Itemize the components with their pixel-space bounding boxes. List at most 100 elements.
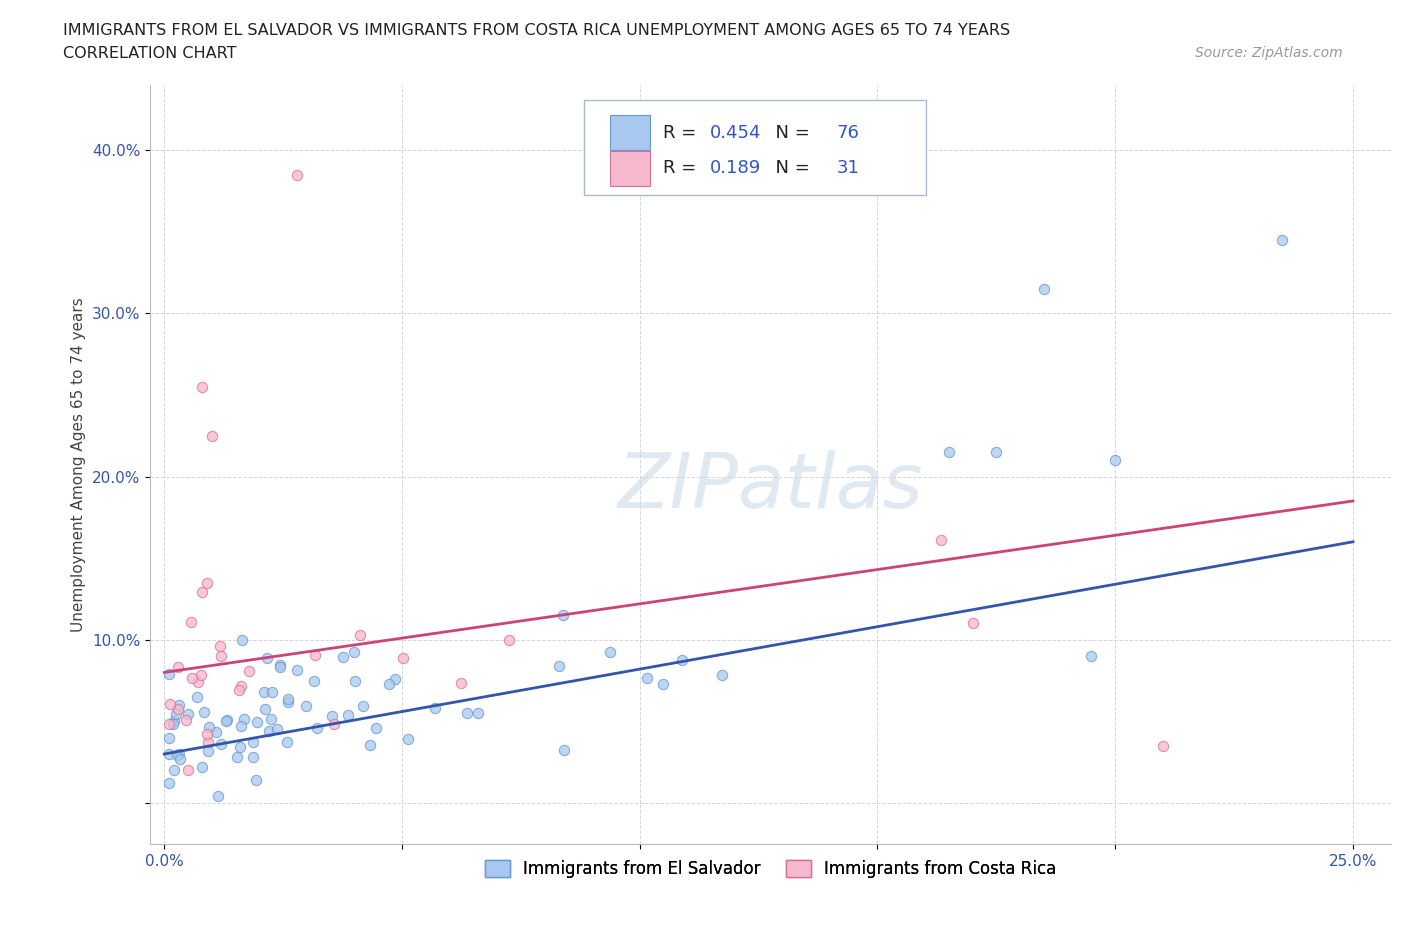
Point [205, 725, 228, 740]
Point [1032, 282, 1054, 297]
Point [305, 720, 328, 735]
Point [228, 683, 250, 698]
Point [191, 759, 214, 774]
Text: N =: N = [765, 124, 815, 141]
Point [321, 709, 343, 724]
Point [962, 616, 984, 631]
Point [257, 724, 280, 738]
Point [167, 660, 190, 675]
Point [238, 663, 260, 678]
Point [253, 701, 276, 716]
Point [260, 711, 283, 726]
Point [159, 697, 181, 711]
Point [929, 533, 952, 548]
Point [215, 713, 238, 728]
Point [195, 575, 218, 590]
Point [167, 702, 190, 717]
Point [165, 707, 187, 722]
Point [359, 737, 381, 752]
Point [177, 707, 200, 722]
Point [191, 585, 214, 600]
Point [456, 706, 478, 721]
Point [986, 445, 1008, 459]
Point [547, 658, 569, 673]
Point [231, 719, 253, 734]
Point [337, 708, 360, 723]
Point [277, 691, 299, 706]
Point [256, 651, 278, 666]
Point [242, 735, 264, 750]
Point [652, 677, 675, 692]
Point [157, 717, 180, 732]
Point [245, 773, 267, 788]
Point [266, 722, 288, 737]
Text: Source: ZipAtlas.com: Source: ZipAtlas.com [1195, 46, 1343, 60]
Point [1271, 232, 1294, 247]
Point [349, 628, 371, 643]
Point [553, 742, 575, 757]
Text: R =: R = [662, 124, 702, 141]
Point [269, 660, 291, 675]
Point [166, 748, 188, 763]
Point [450, 675, 472, 690]
Point [277, 695, 299, 710]
Point [671, 653, 693, 668]
Point [599, 645, 621, 660]
Point [467, 706, 489, 721]
Y-axis label: Unemployment Among Ages 65 to 74 years: Unemployment Among Ages 65 to 74 years [72, 297, 86, 631]
Point [157, 666, 180, 681]
Point [193, 705, 215, 720]
Point [269, 658, 291, 672]
Point [364, 721, 387, 736]
Point [225, 750, 247, 764]
Point [190, 668, 212, 683]
Point [1152, 738, 1174, 753]
FancyBboxPatch shape [610, 151, 650, 186]
Point [163, 763, 186, 777]
Point [304, 648, 326, 663]
Point [209, 737, 232, 751]
Point [242, 750, 264, 764]
Point [262, 684, 284, 699]
Point [229, 739, 252, 754]
Point [1104, 453, 1126, 468]
Point [425, 700, 447, 715]
Point [1080, 648, 1102, 663]
Point [636, 671, 658, 685]
Point [378, 677, 401, 692]
Point [553, 607, 575, 622]
Point [208, 639, 231, 654]
Point [344, 673, 367, 688]
Point [342, 644, 364, 659]
Point [197, 726, 219, 741]
Point [352, 699, 374, 714]
Point [177, 763, 200, 777]
Point [180, 615, 202, 630]
Point [231, 633, 253, 648]
Text: N =: N = [765, 159, 815, 178]
Point [167, 747, 190, 762]
FancyBboxPatch shape [610, 115, 650, 150]
Point [246, 715, 269, 730]
Point [186, 690, 208, 705]
Point [384, 671, 406, 686]
Point [197, 743, 219, 758]
Point [233, 711, 256, 726]
Point [302, 673, 325, 688]
Point [181, 671, 204, 686]
Point [396, 732, 419, 747]
Point [169, 751, 191, 766]
FancyBboxPatch shape [585, 100, 925, 194]
Point [167, 698, 190, 712]
Legend: Immigrants from El Salvador, Immigrants from Costa Rica: Immigrants from El Salvador, Immigrants … [478, 854, 1063, 884]
Text: 31: 31 [837, 159, 859, 178]
Point [938, 445, 960, 459]
Text: CORRELATION CHART: CORRELATION CHART [63, 46, 236, 61]
Point [215, 712, 238, 727]
Point [209, 648, 232, 663]
Point [332, 649, 354, 664]
Point [157, 747, 180, 762]
Point [157, 730, 180, 745]
Point [162, 717, 184, 732]
Point [197, 735, 219, 750]
